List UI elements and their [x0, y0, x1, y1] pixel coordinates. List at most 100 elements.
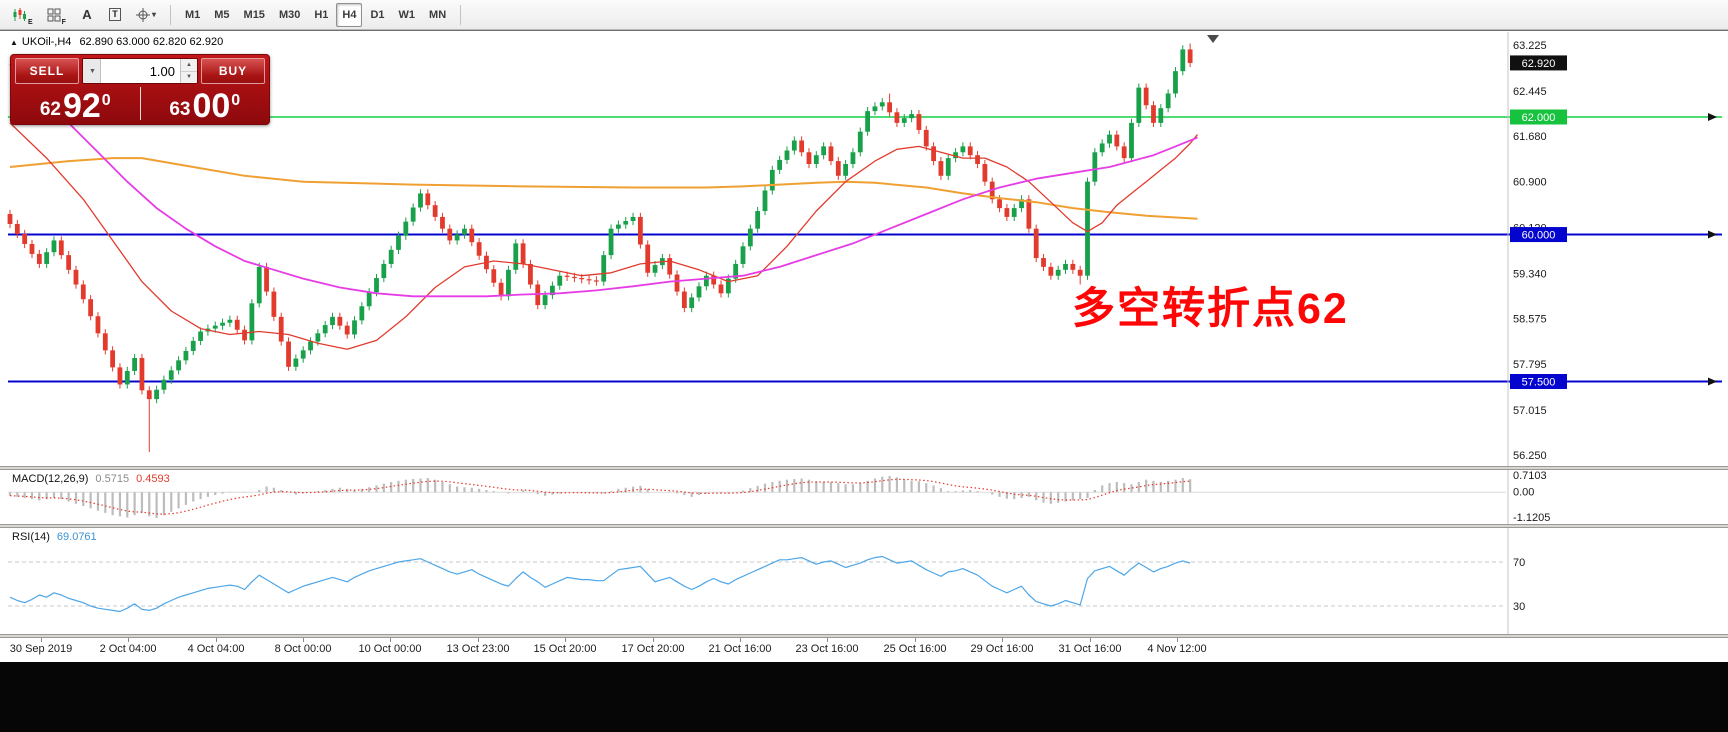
- price-divider: [139, 87, 141, 120]
- timeframe-button-m1[interactable]: M1: [179, 3, 206, 27]
- time-tick: [653, 638, 654, 642]
- rsi-line: [9, 555, 1191, 613]
- svg-text:30: 30: [1513, 601, 1525, 613]
- svg-text:60.900: 60.900: [1513, 177, 1547, 189]
- svg-text:58.575: 58.575: [1513, 313, 1547, 325]
- volume-input[interactable]: [101, 59, 180, 83]
- svg-text:56.250: 56.250: [1513, 450, 1547, 462]
- symbol-period-label: UKOil-,H4: [21, 36, 72, 48]
- rsi-panel-canvas[interactable]: 70 30: [0, 528, 1728, 634]
- buy-price-big: 00: [192, 87, 231, 126]
- timeframe-group: M1 M5 M15 M30 H1 H4 D1 W1 MN: [179, 2, 452, 27]
- volume-steppers: ▲ ▼: [180, 59, 197, 83]
- price-axis[interactable]: [1508, 32, 1568, 634]
- sell-button[interactable]: SELL: [15, 58, 79, 84]
- buy-button[interactable]: BUY: [201, 58, 265, 84]
- time-label: 4 Oct 04:00: [187, 643, 245, 655]
- chart-title: ▲ UKOil-,H4 62.890 63.000 62.820 62.920: [10, 36, 223, 48]
- svg-text:61.680: 61.680: [1513, 131, 1547, 143]
- chart-text-annotation: 多空转折点62: [1072, 285, 1349, 333]
- svg-text:0.00: 0.00: [1513, 486, 1534, 498]
- buy-price-display: 63 00 0: [147, 87, 264, 126]
- macd-panel-canvas[interactable]: 0.7103 0.00 -1.1205: [0, 470, 1728, 524]
- buy-price-head: 63: [169, 99, 191, 120]
- time-tick: [390, 638, 391, 642]
- timeframe-button-h4[interactable]: H4: [336, 2, 363, 27]
- text-tool-icon[interactable]: A: [74, 3, 100, 27]
- time-tick: [216, 638, 217, 642]
- toolbar: E F A T ▾ M1 M5 M15 M30 H1 H4 D1 W1 MN: [0, 0, 1728, 30]
- panel-splitter[interactable]: [0, 466, 1728, 470]
- line-end-arrow-icon: [1708, 113, 1717, 122]
- volume-step-up-button[interactable]: ▲: [181, 59, 197, 72]
- ma-red: [9, 122, 1198, 350]
- time-tick: [827, 638, 828, 642]
- rsi-indicator-label: RSI(14) 69.0761: [12, 531, 97, 543]
- current-price-badge: 62.920: [1510, 55, 1567, 71]
- templates-icon[interactable]: F: [41, 3, 72, 27]
- chart-window-border: [0, 30, 1728, 31]
- svg-text:0.7103: 0.7103: [1513, 470, 1547, 482]
- time-label: 10 Oct 00:00: [358, 643, 422, 655]
- toolbar-separator: [169, 4, 171, 25]
- timeframe-button-m5[interactable]: M5: [208, 3, 235, 27]
- blue-level-60-badge: 60.000: [1510, 227, 1567, 243]
- time-label: 23 Oct 16:00: [795, 643, 859, 655]
- timeframe-button-mn[interactable]: MN: [423, 3, 452, 27]
- chart-shift-marker[interactable]: [1207, 35, 1219, 43]
- volume-step-down-button[interactable]: ▼: [181, 71, 197, 83]
- svg-text:60.000: 60.000: [1522, 230, 1556, 242]
- time-label: 30 Sep 2019: [9, 643, 73, 655]
- time-label: 21 Oct 16:00: [708, 643, 772, 655]
- svg-text:-1.1205: -1.1205: [1513, 512, 1550, 524]
- candlestick-chart-canvas[interactable]: 63.22562.44561.68060.90060.12059.34058.5…: [0, 32, 1728, 466]
- panel-splitter[interactable]: [0, 524, 1728, 528]
- macd-axis-ticks: 0.7103 0.00 -1.1205: [1513, 470, 1550, 524]
- time-tick: [915, 638, 916, 642]
- time-tick: [41, 638, 42, 642]
- macd-histogram: [8, 476, 1192, 518]
- timeframe-button-d1[interactable]: D1: [364, 3, 390, 27]
- panel-splitter[interactable]: [0, 634, 1728, 638]
- timeframe-button-m30[interactable]: M30: [273, 3, 306, 27]
- one-click-trade-panel: SELL ▼ ▲ ▼ BUY 62 92 0 63 00 0: [10, 54, 270, 125]
- buy-price-sup: 0: [231, 92, 241, 109]
- time-tick: [1177, 638, 1178, 642]
- chart-window-icon: ▲: [10, 38, 18, 47]
- timeframe-button-m15[interactable]: M15: [238, 3, 271, 27]
- timeframe-button-w1[interactable]: W1: [393, 3, 422, 27]
- green-level-badge: 62.000: [1510, 109, 1567, 125]
- dropdown-caret-icon: ▾: [151, 10, 156, 19]
- indicators-icon[interactable]: E: [6, 3, 39, 27]
- svg-text:62.920: 62.920: [1522, 58, 1556, 70]
- svg-text:57.015: 57.015: [1513, 405, 1547, 417]
- svg-text:70: 70: [1513, 557, 1525, 569]
- time-label: 25 Oct 16:00: [883, 643, 947, 655]
- icon-sub-letter: E: [28, 18, 33, 26]
- svg-text:57.500: 57.500: [1522, 376, 1556, 388]
- bottom-black-bar: [0, 662, 1728, 732]
- time-axis[interactable]: 30 Sep 2019 2 Oct 04:00 4 Oct 04:00 8 Oct 0…: [0, 638, 1728, 662]
- time-label: 17 Oct 20:00: [621, 643, 685, 655]
- mini-candles-icon: [13, 7, 26, 21]
- sell-price-display: 62 92 0: [17, 87, 134, 126]
- horizontal-level-lines[interactable]: [8, 113, 1722, 386]
- time-label: 15 Oct 20:00: [533, 643, 597, 655]
- label-tool-icon[interactable]: T: [102, 3, 128, 27]
- sell-price-head: 62: [39, 99, 61, 120]
- macd-name: MACD(12,26,9): [12, 473, 89, 485]
- time-label: 8 Oct 00:00: [274, 643, 332, 655]
- sell-price-big: 92: [62, 87, 101, 126]
- svg-text:62.000: 62.000: [1522, 112, 1556, 124]
- blue-level-575-badge: 57.500: [1510, 373, 1567, 389]
- line-end-arrow-icon: [1708, 377, 1717, 386]
- time-tick: [565, 638, 566, 642]
- time-tick: [128, 638, 129, 642]
- volume-dropdown-button[interactable]: ▼: [83, 59, 101, 83]
- timeframe-button-h1[interactable]: H1: [308, 3, 334, 27]
- ohlc-quote-label: 62.890 63.000 62.820 62.920: [79, 36, 224, 48]
- time-label: 13 Oct 23:00: [446, 643, 510, 655]
- ma-magenta: [9, 63, 1198, 298]
- crosshair-icon[interactable]: ▾: [130, 3, 162, 27]
